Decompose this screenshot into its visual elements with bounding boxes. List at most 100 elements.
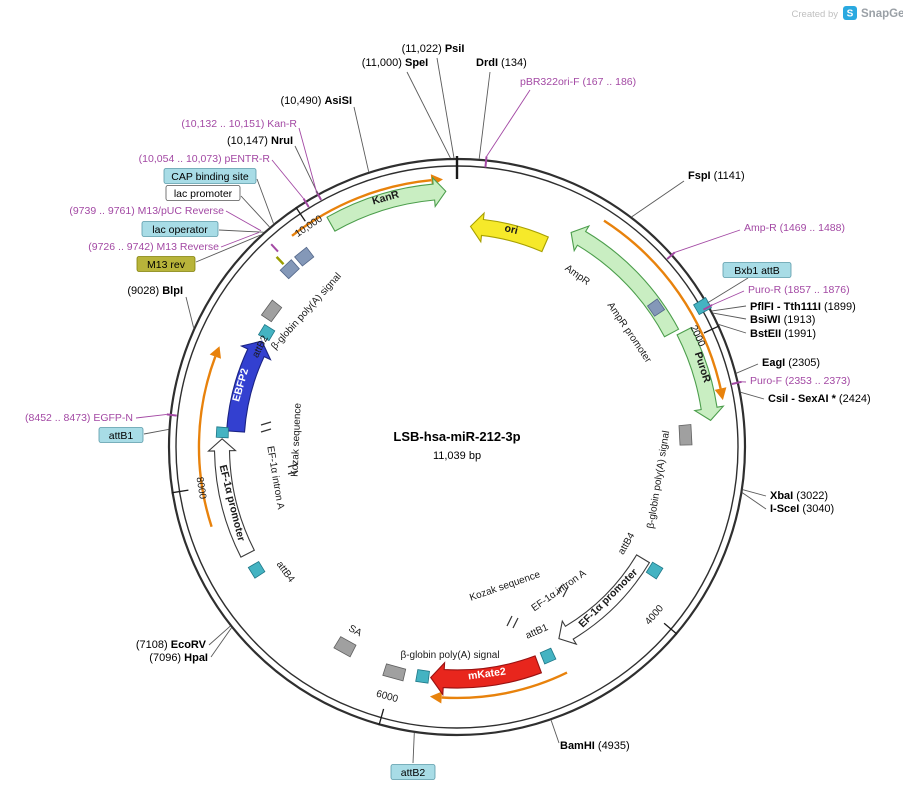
ef1a-promoter-left-arrow: [207, 438, 256, 558]
bglobin-polya-right-label: β-globin poly(A) signal: [645, 430, 672, 530]
bxb1-attb-line: [707, 277, 749, 304]
kozak-left-label: Kozak sequence: [289, 402, 303, 477]
amp-r-label: Amp-R (1469 .. 1488): [744, 222, 845, 234]
ecorv-label: (7108) EcoRV: [136, 639, 207, 651]
feature-tags: CAP binding site lac promoter lac operat…: [98, 168, 792, 780]
m13-puc-reverse-label: (9739 .. 9761) M13/pUC Reverse: [69, 205, 224, 217]
spei-line: [406, 71, 451, 159]
kozak-right-label: Kozak sequence: [468, 569, 542, 604]
mkate2-label: mKate2: [467, 666, 506, 683]
egfp-n-line: [135, 413, 167, 419]
pbr322ori-f-line: [486, 89, 531, 157]
asisi-label: (10,490) AsiSI: [280, 95, 352, 107]
bglobin-polya-box-left: [260, 299, 283, 323]
tick-label-4000: 4000: [643, 603, 666, 627]
blpi-label: (9028) BlpI: [127, 285, 183, 297]
snapgene-watermark: Created by S SnapGene: [792, 6, 903, 20]
feature-arrows: [207, 176, 725, 697]
puror-arrow: [676, 326, 725, 422]
callout-lines: [135, 57, 767, 764]
m13-puc-reverse-line: [225, 210, 262, 232]
tick-2000: [703, 325, 720, 334]
csii-label: CsiI - SexAI * (2424): [768, 393, 871, 405]
cassette-arc-bottom-arrowhead: [429, 691, 442, 704]
attb1-tag-line: [143, 428, 169, 435]
intron-boundary-marks: [260, 421, 569, 629]
ori-label: ori: [503, 222, 519, 237]
sa-box: [333, 636, 357, 658]
kan-r-line: [298, 127, 317, 192]
csii-line: [740, 391, 765, 400]
fspi-label: FspI (1141): [688, 170, 745, 182]
psii-line: [436, 57, 455, 159]
tick-label-6000: 6000: [375, 689, 400, 706]
m13-rev-tag: M13 rev: [147, 259, 186, 271]
cassette-arc-left: [197, 356, 217, 528]
attb2-tag-line: [412, 732, 415, 764]
puro-f-site-tick: [731, 380, 742, 385]
ampr-label: AmpR: [563, 263, 592, 288]
bxb1-attb-box: [693, 297, 712, 316]
lac-operator-line: [218, 229, 264, 233]
fspi-line: [631, 180, 685, 218]
snapgene-brand-text: SnapGene: [861, 8, 903, 20]
ampr-promoter-label: AmpR promoter: [605, 300, 654, 365]
attb2-box-left: [257, 323, 276, 342]
attb4-box-left: [247, 560, 266, 579]
intron-mark-left-2: [287, 463, 299, 475]
lac-promoter-line: [240, 195, 270, 228]
ef1a-promoter-right-arrow: [558, 554, 651, 646]
attb2-tag-box: [390, 764, 436, 780]
cassette-arc-top-left: [291, 179, 432, 237]
puro-r-site-tick: [702, 304, 713, 311]
puro-r-label: Puro-R (1857 .. 1876): [748, 284, 850, 296]
puro-f-label: Puro-F (2353 .. 2373): [750, 375, 850, 387]
ef1a-intron-left-label: EF-1α intron A: [264, 445, 286, 510]
cassette-arc-right: [603, 219, 722, 389]
created-by-text: Created by: [792, 9, 839, 20]
outer-labels: (11,022) PsiI (11,000) SpeI DrdI (134) p…: [25, 43, 871, 752]
pentr-r-line: [271, 159, 304, 199]
spei-label: (11,000) SpeI: [362, 57, 428, 69]
iscei-line: [742, 492, 767, 510]
ebfp2-arrow: [226, 340, 272, 433]
plasmid-title: LSB-hsa-miR-212-3p 11,039 bp: [393, 429, 520, 462]
kanr-arrow: [326, 176, 447, 232]
nrui-line: [294, 145, 319, 194]
egfp-n-label: (8452 .. 8473) EGFP-N: [25, 412, 133, 424]
attb1-box-bottom-right: [539, 647, 557, 665]
bstii-line: [718, 323, 747, 334]
cap-binding-site-tag-box: [163, 168, 257, 184]
bxb1-attb-tag: Bxb1 attB: [734, 265, 780, 277]
intron-mark-br-2: [556, 584, 569, 598]
tick-8000: [171, 489, 189, 494]
cap-binding-site-tag: CAP binding site: [171, 171, 249, 183]
ampr-promoter-box: [646, 298, 666, 317]
cassette-arc-right-arrowhead: [714, 387, 727, 401]
lac-operator-tag-box: [141, 221, 219, 237]
attb4-right-label: attB4: [616, 531, 637, 557]
amp-r-line: [674, 229, 741, 253]
snapgene-logo-icon: [843, 6, 857, 20]
tick-6000: [378, 708, 385, 726]
eagi-line: [736, 363, 759, 374]
bglobin-polya-box-right: [678, 424, 693, 446]
pentr-r-site-tick: [302, 198, 310, 208]
ori-arrow: [469, 211, 550, 253]
attb1-box-left: [215, 426, 229, 439]
bsiwi-line: [713, 312, 747, 320]
bglobin-polya-box-bottom: [382, 663, 407, 682]
amp-r-site-tick: [666, 251, 676, 260]
plasmid-size: 11,039 bp: [433, 450, 481, 462]
lac-promoter-tag-box: [165, 185, 241, 201]
drdi-line: [478, 71, 491, 159]
eagi-label: EagI (2305): [762, 357, 820, 369]
mkate2-arrow: [429, 655, 543, 697]
cassette-arc-bottom: [441, 671, 568, 700]
m13-site-tick: [270, 243, 279, 253]
cassette-arcs: [197, 174, 727, 704]
cap-binding-site-line: [256, 178, 274, 224]
hpai-label: (7096) HpaI: [149, 652, 208, 664]
bamhi-label: BamHI (4935): [560, 740, 630, 752]
